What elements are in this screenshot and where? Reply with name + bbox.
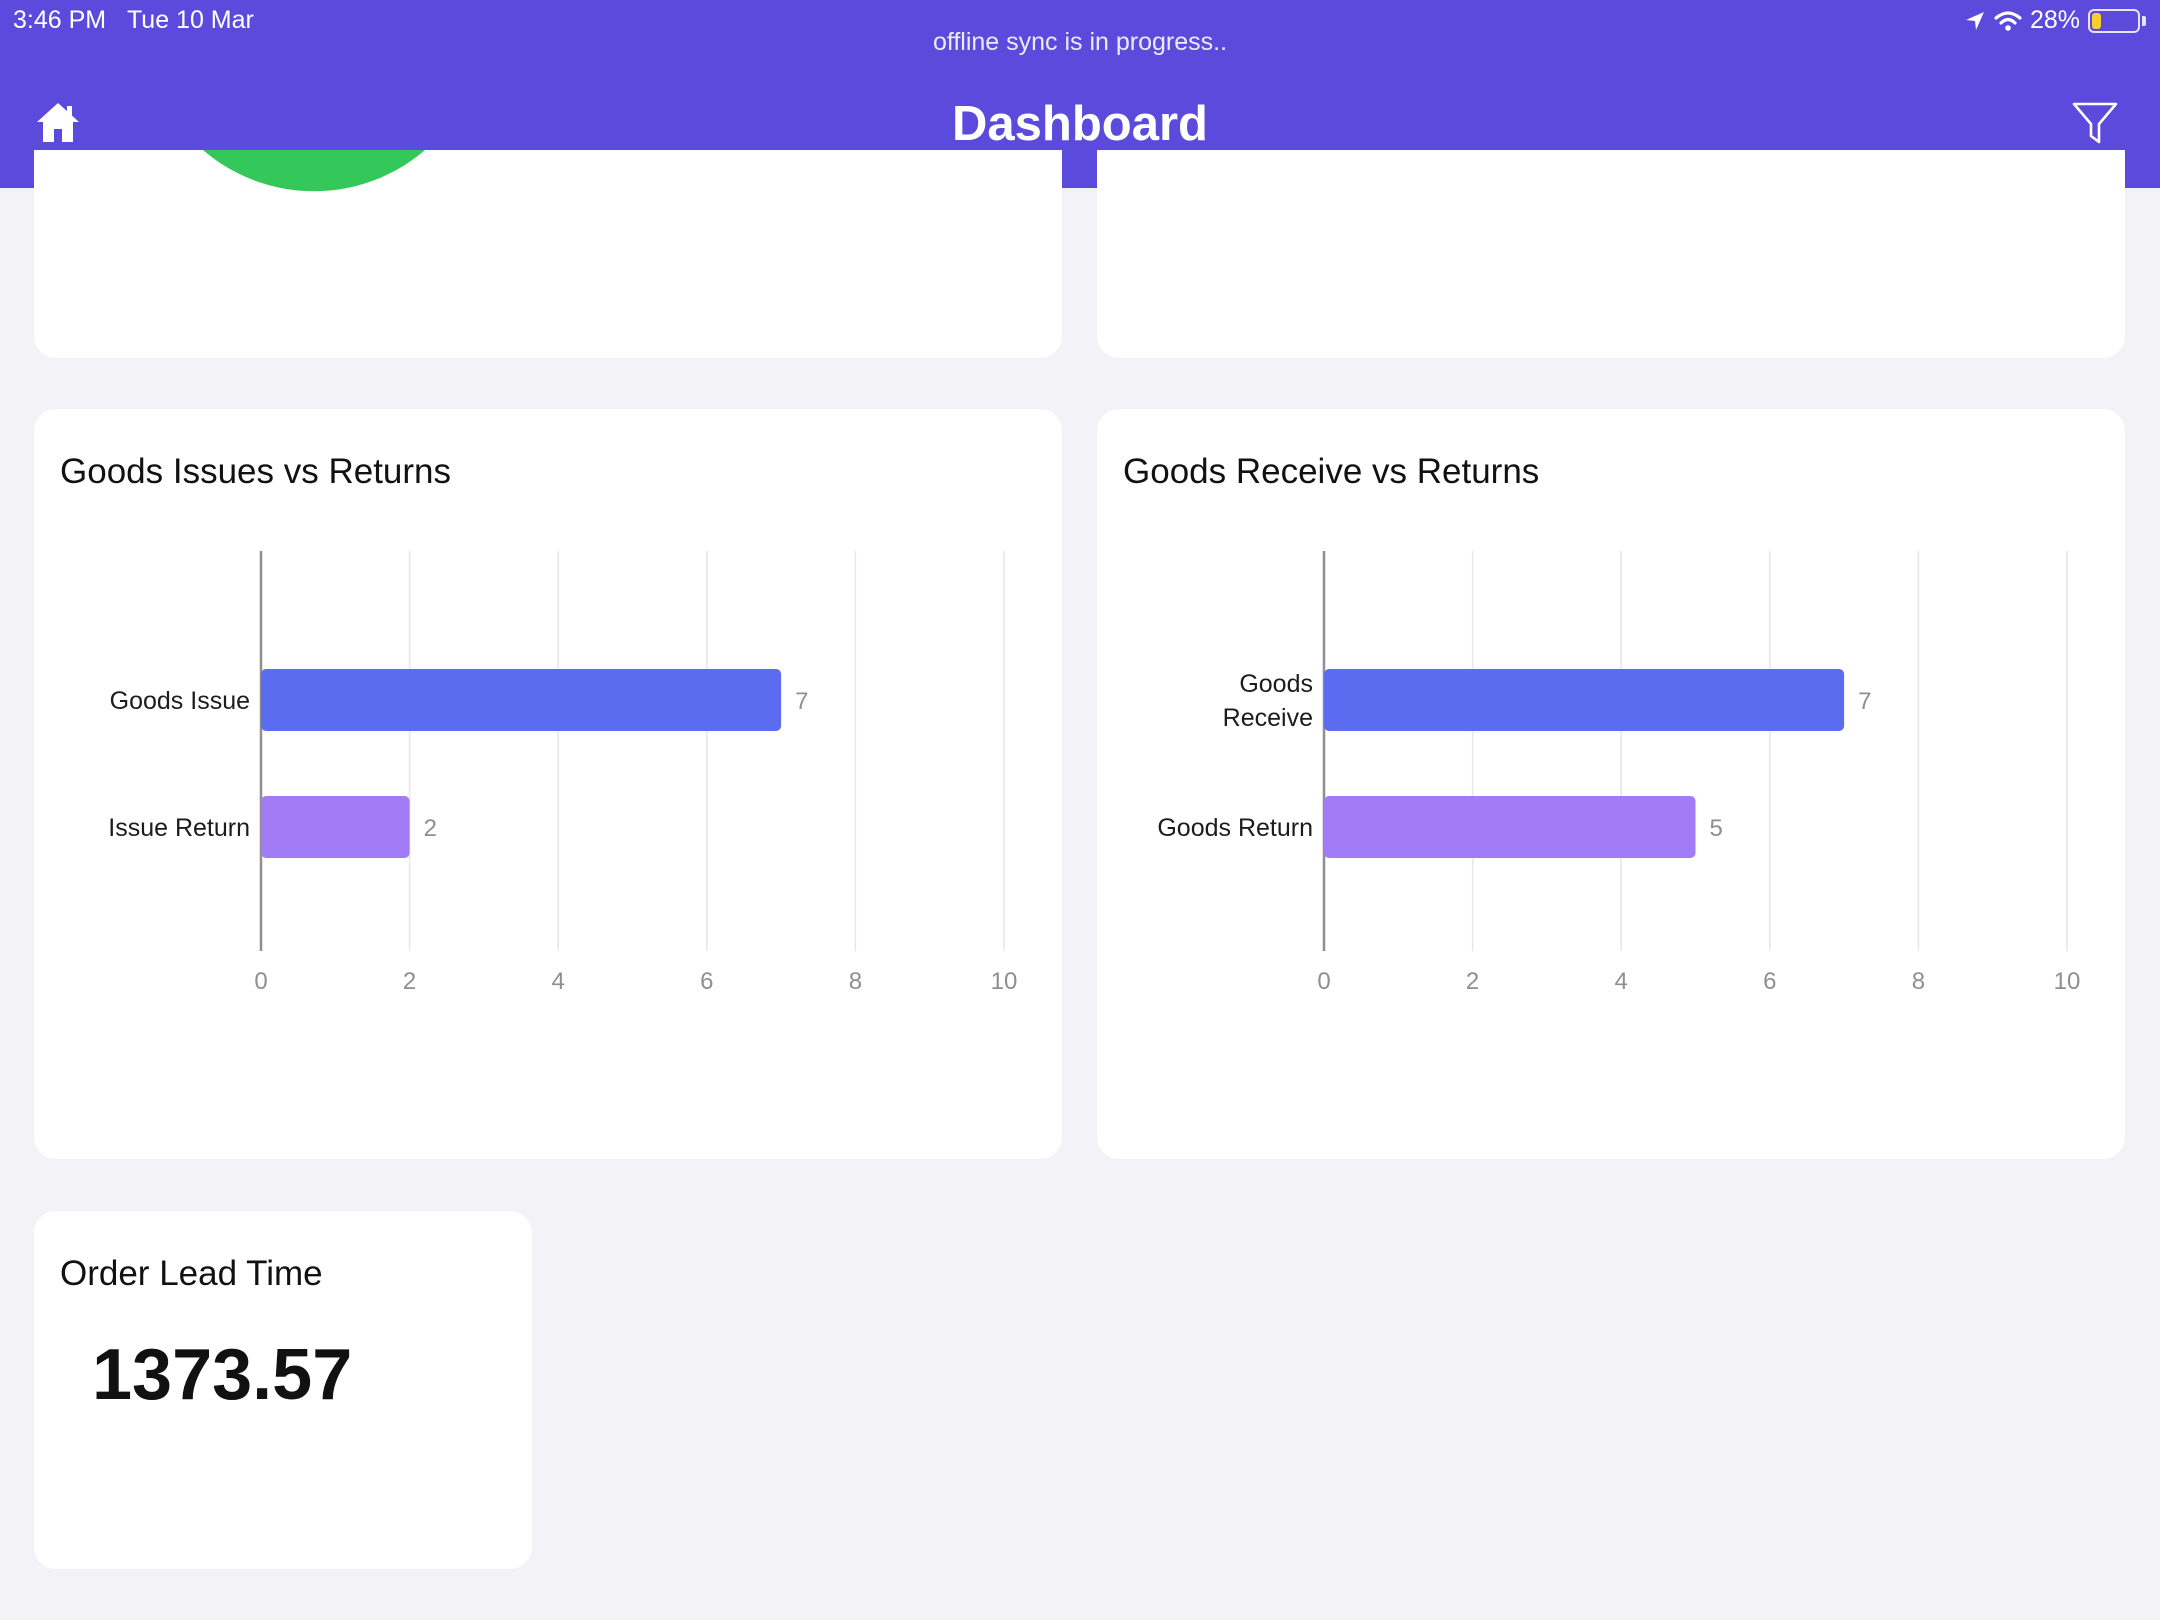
bar-value-label: 2 [424,815,437,842]
category-label: Goods Issue [110,687,250,715]
order-lead-time-title: Order Lead Time [60,1254,323,1293]
page-title: Dashboard [952,97,1208,151]
x-tick-label: 4 [552,968,565,995]
x-tick-label: 10 [2054,968,2081,995]
top-right-card [1097,150,2125,358]
bar-value-label: 7 [1858,688,1871,715]
category-label: Goods Receive [1223,670,1313,732]
x-tick-label: 0 [254,968,267,995]
wifi-icon [1994,10,2022,31]
x-tick-label: 8 [1912,968,1925,995]
location-icon [1965,11,1984,30]
x-tick-label: 6 [700,968,713,995]
status-bar-indicators: 28% [1964,6,2146,35]
pie-chart-slice [203,150,425,192]
filter-button[interactable] [2070,100,2120,148]
status-date: Tue 10 Mar [126,6,254,34]
battery-icon [2088,8,2140,33]
status-time: 3:46 PM [13,6,107,34]
bar-value-label: 5 [1710,815,1723,842]
x-tick-label: 10 [991,968,1018,995]
sync-status-message: offline sync is in progress.. [932,28,1228,56]
x-tick-label: 2 [1466,968,1479,995]
goods-issues-card: Goods Issues vs Returns 0 2 4 6 8 10 7 Goods Is… [34,409,1062,1159]
bar [1324,796,1696,858]
home-button[interactable] [34,100,82,146]
x-tick-label: 8 [849,968,862,995]
bar [261,796,410,858]
x-tick-label: 0 [1317,968,1330,995]
goods-issues-title: Goods Issues vs Returns [60,452,451,491]
goods-issues-chart: 0 2 4 6 8 10 7 Goods Issue 2 Issue Return [108,551,1018,995]
bar [1324,669,1845,731]
x-tick-label: 6 [1763,968,1776,995]
x-tick-label: 4 [1615,968,1628,995]
bar-value-label: 7 [795,688,808,715]
goods-receive-card: Goods Receive vs Returns 0 2 4 6 8 10 7 Goods Re… [1097,409,2125,1159]
category-label: Goods Return [1157,814,1313,842]
filter-icon [2072,102,2118,144]
pie-chart-card [34,150,1062,358]
home-icon [37,103,79,142]
order-lead-time-card: Order Lead Time 1373.57 [34,1211,532,1569]
order-lead-time-value: 1373.57 [92,1335,353,1415]
status-bar-time: 3:46 PM Tue 10 Mar [13,6,254,35]
goods-receive-title: Goods Receive vs Returns [1123,452,1540,491]
battery-percent: 28% [2029,6,2080,34]
goods-receive-chart: 0 2 4 6 8 10 7 Goods Receive 5 Goods Return [1157,551,2081,995]
x-tick-label: 2 [403,968,416,995]
bar [261,669,782,731]
category-label: Issue Return [108,814,250,842]
